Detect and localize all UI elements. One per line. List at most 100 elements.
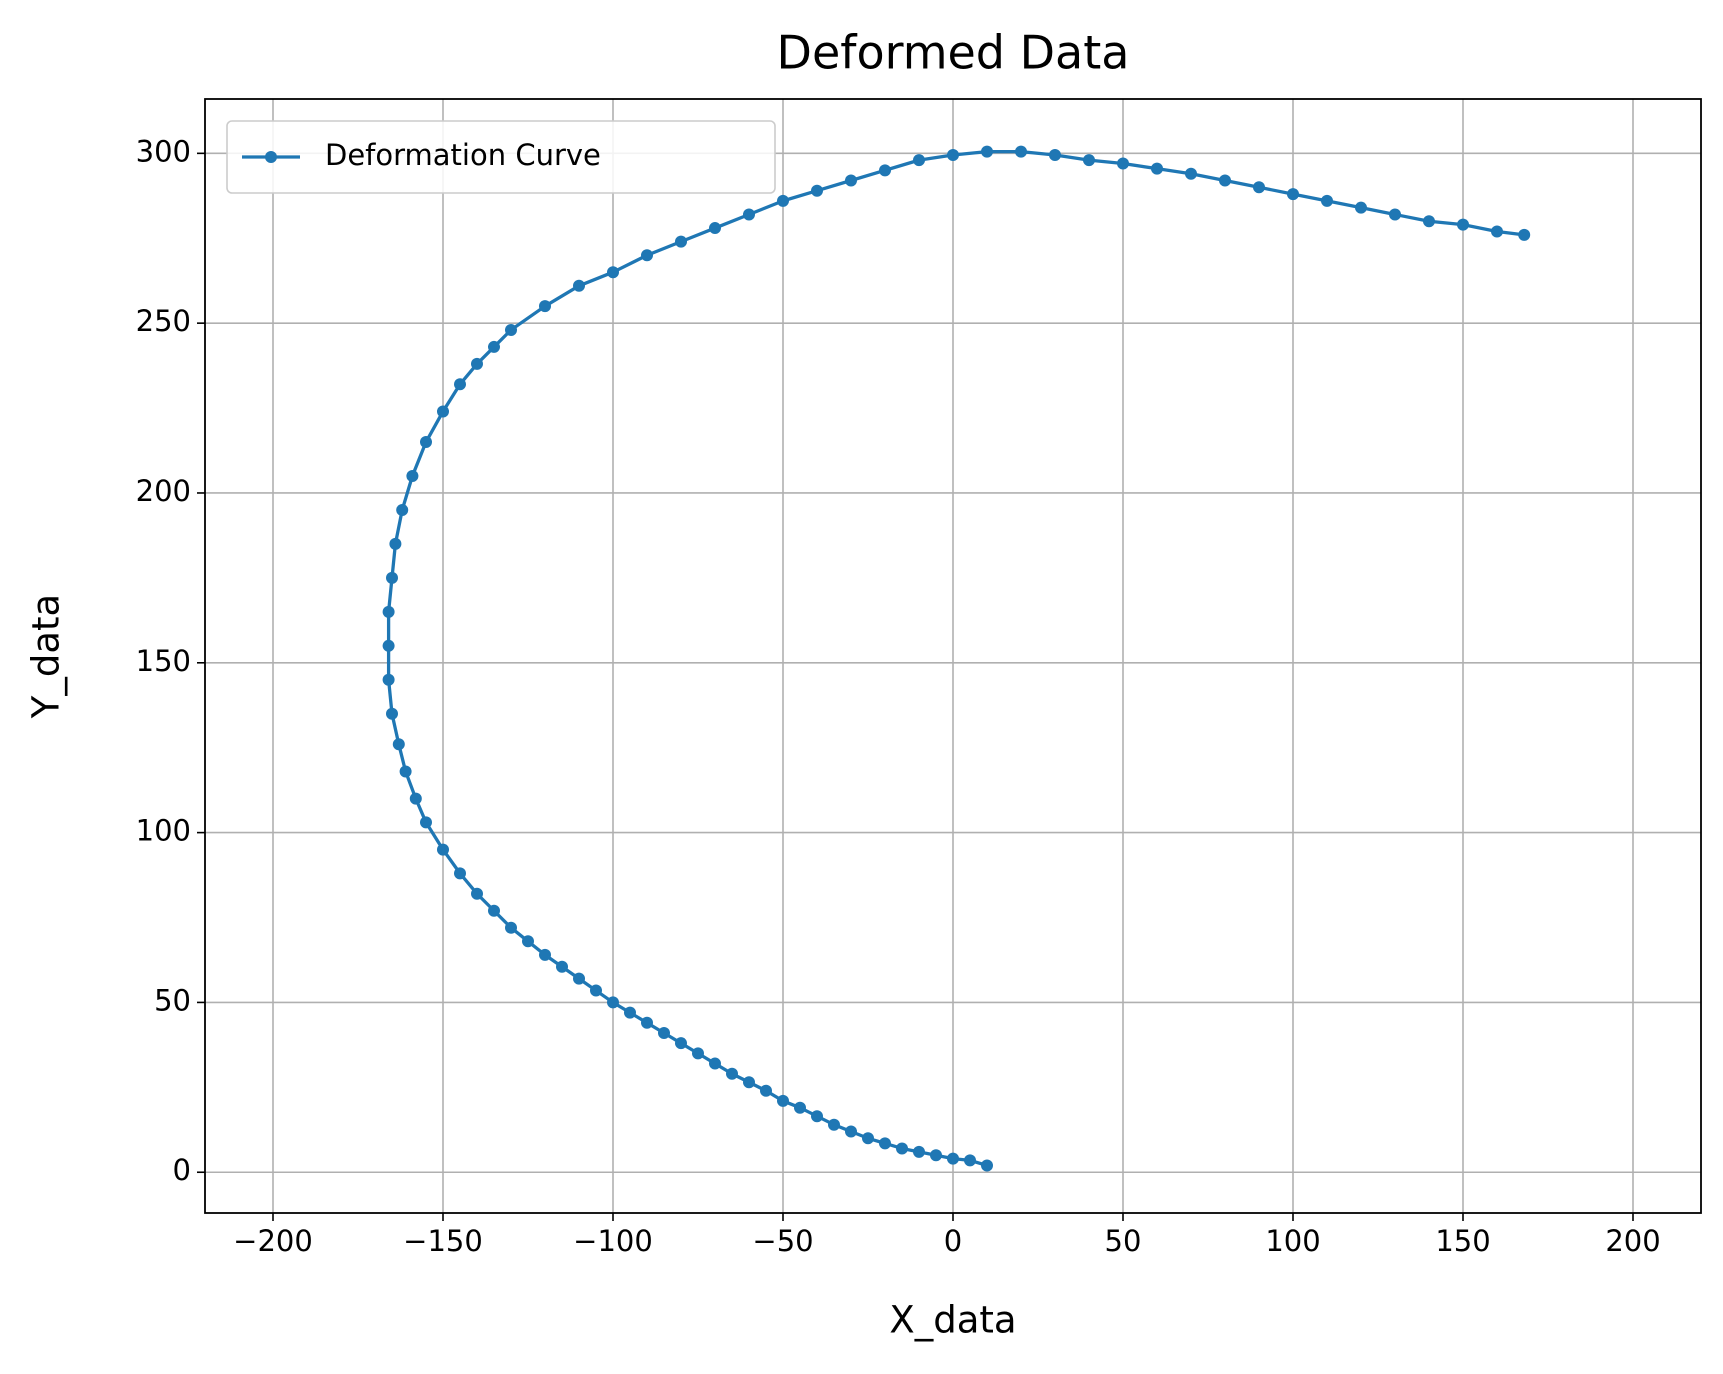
data-point (845, 174, 857, 187)
x-tick-label: 0 (944, 1224, 962, 1258)
data-point (382, 639, 395, 652)
data-point (777, 194, 789, 207)
data-point (409, 792, 422, 805)
y-tick-label: 200 (136, 474, 191, 508)
x-axis-label: X_data (889, 1299, 1016, 1342)
data-point (641, 249, 653, 262)
data-point (896, 1142, 908, 1155)
y-tick-label: 150 (136, 644, 191, 678)
data-point (913, 154, 925, 167)
chart-title: Deformed Data (777, 26, 1130, 80)
data-point (709, 1057, 721, 1070)
data-point (437, 405, 449, 418)
x-tick-label: 200 (1605, 1224, 1660, 1258)
data-point (607, 266, 619, 279)
data-point (539, 300, 551, 313)
data-point (1049, 149, 1061, 162)
y-tick-label: 100 (136, 814, 191, 848)
y-tick-label: 300 (136, 134, 191, 168)
data-point (1355, 201, 1367, 214)
x-tick-label: −200 (233, 1224, 313, 1258)
data-point (420, 436, 432, 449)
data-point (539, 948, 551, 961)
y-axis-label: Y_data (25, 594, 68, 719)
data-point (981, 1159, 993, 1172)
data-point (471, 887, 483, 900)
data-point (964, 1154, 976, 1167)
data-point (454, 378, 466, 391)
data-point (556, 960, 568, 973)
data-point (862, 1132, 874, 1145)
data-line (386, 149, 1525, 1168)
data-point (1151, 162, 1163, 175)
x-tick-label: −150 (403, 1224, 483, 1258)
data-point (573, 279, 585, 292)
data-point (386, 707, 398, 720)
y-tick-label: 0 (173, 1153, 191, 1187)
data-point (471, 357, 483, 370)
data-point (1423, 215, 1435, 228)
data-point (389, 537, 402, 550)
x-tick-label: −50 (752, 1224, 813, 1258)
data-point (913, 1145, 925, 1158)
data-point (692, 1047, 704, 1060)
data-point (641, 1016, 653, 1029)
legend-marker (265, 151, 277, 163)
data-point (1518, 228, 1531, 241)
data-point (828, 1118, 840, 1131)
data-point (488, 340, 500, 353)
data-point (522, 935, 534, 948)
data-point (777, 1094, 789, 1107)
data-point (845, 1125, 857, 1138)
data-point (1253, 181, 1265, 194)
data-point (743, 1076, 755, 1089)
data-point (709, 222, 721, 235)
legend-label: Deformation Curve (325, 138, 601, 172)
data-point (726, 1067, 738, 1080)
data-point (1219, 174, 1231, 187)
y-tick-label: 250 (136, 304, 191, 338)
data-point (675, 235, 687, 248)
x-tick-label: −100 (573, 1224, 653, 1258)
data-point (505, 323, 517, 336)
x-tick-label: 150 (1435, 1224, 1490, 1258)
data-point (1321, 194, 1333, 207)
legend: Deformation Curve (226, 120, 776, 194)
data-point (743, 208, 755, 221)
data-point (1287, 188, 1299, 201)
data-point (930, 1149, 942, 1162)
data-point (1491, 225, 1503, 238)
data-point (1185, 167, 1197, 180)
data-point (1083, 154, 1095, 167)
data-point (675, 1037, 687, 1050)
plot-frame (204, 98, 1702, 1214)
data-point (947, 1152, 959, 1165)
data-point (1015, 145, 1027, 158)
data-point (505, 921, 517, 934)
data-point (488, 904, 500, 917)
data-point (573, 972, 585, 985)
data-point (811, 1110, 823, 1123)
data-point (607, 996, 619, 1009)
data-point (811, 184, 823, 197)
data-point (406, 469, 419, 482)
data-point (947, 149, 959, 162)
x-tick-label: 100 (1265, 1224, 1320, 1258)
data-point (392, 738, 405, 751)
data-point (624, 1006, 636, 1019)
data-point (399, 765, 412, 778)
data-point (879, 164, 891, 177)
data-point (590, 984, 602, 997)
data-point (794, 1101, 806, 1114)
data-point (1457, 218, 1469, 231)
data-point (760, 1084, 772, 1097)
data-point (396, 503, 409, 516)
data-point (420, 816, 432, 829)
data-point (879, 1137, 891, 1150)
data-point (1389, 208, 1401, 221)
data-point (386, 571, 398, 584)
data-point (382, 673, 395, 686)
data-point (1117, 157, 1129, 170)
data-point (981, 145, 993, 158)
